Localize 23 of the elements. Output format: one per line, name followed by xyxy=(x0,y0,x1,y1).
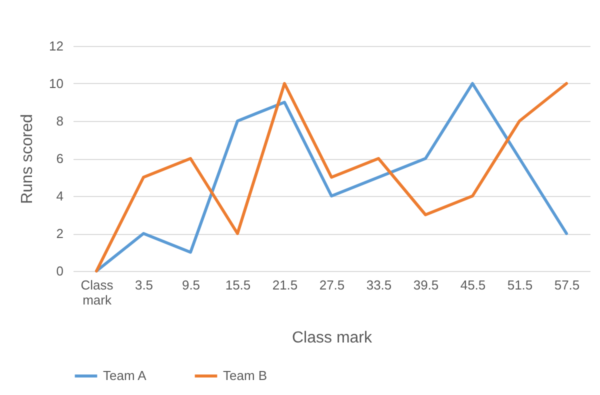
x-tick-label: 21.5 xyxy=(272,278,298,292)
y-tick-label: 10 xyxy=(49,76,64,91)
x-tick-label: 51.5 xyxy=(507,278,533,292)
y-tick-label: 12 xyxy=(49,38,64,54)
y-axis-title: Runs scored xyxy=(19,114,36,204)
x-tick-label: 3.5 xyxy=(134,278,154,292)
y-tick-label: 4 xyxy=(56,188,64,204)
y-tick-label: 6 xyxy=(56,151,64,166)
x-tick-label: 39.5 xyxy=(413,278,439,292)
legend-label: Team A xyxy=(103,368,147,383)
x-tick-label: 33.5 xyxy=(366,278,392,292)
x-tick-label: 9.5 xyxy=(182,278,200,292)
x-axis-title: Class mark xyxy=(292,330,373,346)
y-tick-label: 2 xyxy=(56,226,64,241)
x-tick-label: 27.5 xyxy=(319,278,345,292)
y-tick-label: 0 xyxy=(56,264,64,278)
y-tick-label: 8 xyxy=(56,114,64,128)
x-tick-label: 15.5 xyxy=(225,278,251,292)
legend-label: Team B xyxy=(223,368,268,383)
x-tick-label: 45.5 xyxy=(460,278,486,292)
x-tick-label: Class mark xyxy=(80,278,114,308)
x-tick-label: 57.5 xyxy=(554,278,580,292)
line-series xyxy=(95,82,568,272)
